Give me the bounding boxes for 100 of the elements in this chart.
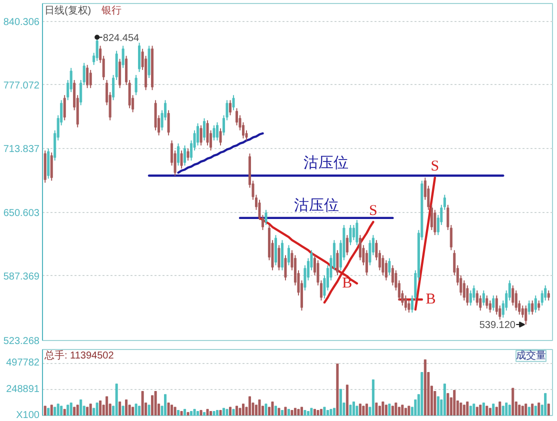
y-tick-label: X100 [16,410,40,421]
bar [466,402,469,416]
bar [206,408,209,416]
annotation: 824.454 [102,32,140,44]
bar [184,408,186,416]
bar [47,408,50,416]
bar [284,406,287,416]
candlestick [388,258,391,276]
bar [236,406,238,416]
candlestick [531,300,534,316]
bar [99,400,102,416]
bar [294,408,296,416]
bar [479,404,482,416]
bar [538,402,540,416]
bar [200,410,202,416]
series-label: S [430,158,440,175]
bar [424,359,426,416]
chart-title: 日线(复权) [44,4,92,16]
y-tick-label: 777.072 [3,80,40,92]
bar [154,391,157,416]
bar [352,402,355,416]
bar [304,410,306,416]
y-tick-label: 523.268 [3,336,40,347]
bar [56,404,60,416]
candlestick [284,254,287,281]
bar [404,408,407,416]
bar [391,406,394,416]
bar [401,404,404,416]
bar [203,412,206,416]
bar [300,406,303,416]
candlestick [476,290,478,306]
candlestick [122,45,124,68]
bar [229,406,232,416]
bar [274,406,277,416]
bar [70,402,72,416]
bar [66,404,70,416]
y-tick-label: 497782 [6,358,40,369]
bar [332,408,336,416]
bar [498,402,502,416]
bar [232,408,235,416]
bar [443,384,446,416]
bar [310,408,313,416]
bar [290,410,294,416]
annotation: 总手: 11394502 [43,350,114,362]
bar [375,402,378,416]
candlestick [219,128,222,146]
bar [534,406,537,416]
bar [362,406,365,416]
candlestick [356,219,358,246]
candlestick [492,294,495,312]
candlestick [212,124,216,141]
candlestick [134,74,138,96]
bar [96,402,98,416]
candlestick [434,209,436,236]
candlestick [349,224,352,246]
bar [134,404,138,416]
candlestick [50,152,53,182]
bar [472,404,476,416]
candlestick [514,290,518,312]
bar [330,408,332,416]
candlestick [232,94,235,111]
bar [238,408,242,416]
bar [287,408,290,416]
candlestick [482,290,485,306]
bar [212,411,216,416]
bar [180,411,183,416]
chart-title: 成交量 [516,350,546,362]
bar [44,406,46,416]
candlestick [512,284,514,306]
bar [258,399,261,416]
bar [248,396,252,416]
bar [476,406,478,416]
bar [528,406,530,416]
candlestick [352,224,355,241]
bar [306,411,310,416]
bar [469,406,472,416]
bar [398,406,400,416]
bar [524,404,528,416]
bar [365,404,368,416]
candlestick [118,58,122,89]
bar [316,410,320,416]
bar [384,404,388,416]
bar [76,404,79,416]
bar [219,410,222,416]
bar [346,384,348,416]
bar [216,410,219,416]
bar [50,404,53,416]
bar [547,404,550,416]
bar [531,404,534,416]
bar [118,402,122,416]
y-tick-label: 248891 [6,384,40,395]
candlestick [96,36,98,62]
y-tick-label: 713.837 [3,144,40,156]
bar [210,411,212,416]
bar [486,406,488,416]
bar [73,406,76,416]
bar [177,410,180,416]
candlestick [86,64,89,89]
bar [336,364,339,416]
bar [358,404,362,416]
